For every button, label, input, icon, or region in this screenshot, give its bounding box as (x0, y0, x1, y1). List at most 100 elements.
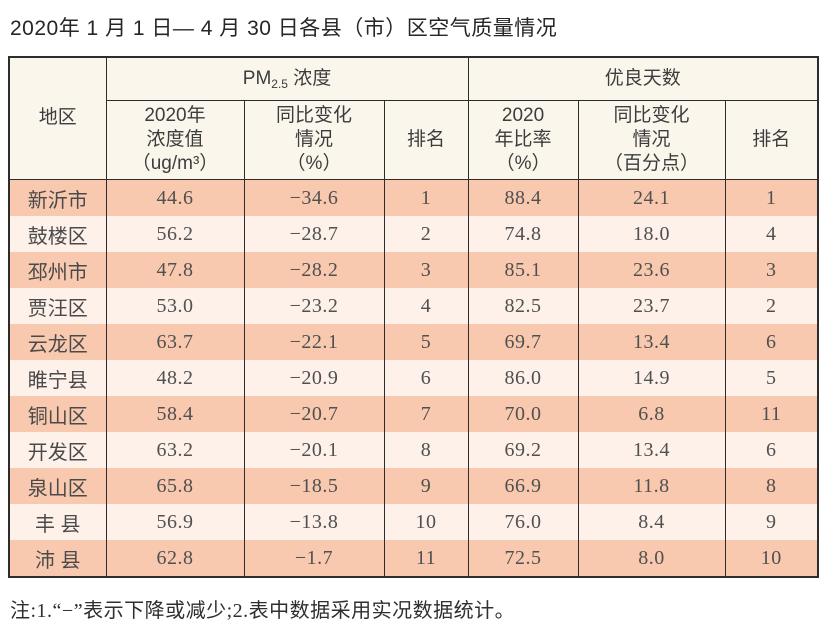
good-rank-cell: 10 (724, 540, 819, 577)
region-cell: 鼓楼区 (8, 216, 107, 252)
good-change-cell: 8.0 (577, 540, 726, 577)
good-rate-cell: 72.5 (467, 540, 579, 577)
pm-change-cell: −20.7 (243, 396, 385, 432)
good-rank-cell: 3 (724, 252, 819, 288)
table-row: 泉山区 65.8 −18.5 9 66.9 11.8 8 (8, 468, 819, 504)
good-rate-cell: 86.0 (467, 360, 579, 396)
good-change-column-header: 同比变化 情况 （百分点） (577, 100, 726, 180)
pm-value-cell: 62.8 (105, 540, 245, 577)
pm-rank-cell: 6 (383, 360, 469, 396)
pm-rank-cell: 2 (383, 216, 469, 252)
pm-value-cell: 58.4 (105, 396, 245, 432)
table-row: 开发区 63.2 −20.1 8 69.2 13.4 6 (8, 432, 819, 468)
good-change-cell: 13.4 (577, 432, 726, 468)
pm-change-cell: −22.1 (243, 324, 385, 360)
region-cell: 沛 县 (8, 540, 107, 577)
pm-value-cell: 53.0 (105, 288, 245, 324)
pm-rank-cell: 9 (383, 468, 469, 504)
good-rate-cell: 74.8 (467, 216, 579, 252)
pm-rank-cell: 10 (383, 504, 469, 540)
good-rate-cell: 88.4 (467, 179, 579, 216)
pm-rank-cell: 5 (383, 324, 469, 360)
good-rank-cell: 9 (724, 504, 819, 540)
good-rank-cell: 6 (724, 432, 819, 468)
region-cell: 新沂市 (8, 179, 107, 216)
table-header: 地区 PM2.5 浓度 优良天数 2020年 浓度值 （ug/m³） 同比变化 … (8, 56, 819, 180)
pm-rank-cell: 3 (383, 252, 469, 288)
pm-rank-cell: 8 (383, 432, 469, 468)
pm-change-column-header: 同比变化 情况 （%） (243, 100, 385, 180)
table-row: 丰 县 56.9 −13.8 10 76.0 8.4 9 (8, 504, 819, 540)
table-row: 睢宁县 48.2 −20.9 6 86.0 14.9 5 (8, 360, 819, 396)
good-rank-cell: 11 (724, 396, 819, 432)
page-title: 2020年 1 月 1 日— 4 月 30 日各县（市）区空气质量情况 (10, 17, 558, 40)
good-change-cell: 6.8 (577, 396, 726, 432)
pm-value-cell: 44.6 (105, 179, 245, 216)
region-cell: 睢宁县 (8, 360, 107, 396)
pm-change-cell: −18.5 (243, 468, 385, 504)
good-rank-cell: 8 (724, 468, 819, 504)
good-rank-column-header: 排名 (724, 100, 819, 180)
pm25-label-suffix: 浓度 (287, 67, 332, 89)
table-row: 沛 县 62.8 −1.7 11 72.5 8.0 10 (8, 540, 819, 577)
good-rank-cell: 6 (724, 324, 819, 360)
footnote: 注:1.“−”表示下降或减少;2.表中数据采用实况数据统计。 (10, 600, 516, 620)
group-header-row: 地区 PM2.5 浓度 优良天数 (8, 56, 819, 180)
pm-value-cell: 63.2 (105, 432, 245, 468)
pm-rank-cell: 1 (383, 179, 469, 216)
good-rate-column-header: 2020 年比率 （%） (467, 100, 579, 180)
good-rank-cell: 1 (724, 179, 819, 216)
pm-change-cell: −34.6 (243, 179, 385, 216)
good-rate-cell: 66.9 (467, 468, 579, 504)
good-rate-cell: 69.7 (467, 324, 579, 360)
good-rate-cell: 69.2 (467, 432, 579, 468)
pm-value-cell: 65.8 (105, 468, 245, 504)
air-quality-table: 地区 PM2.5 浓度 优良天数 2020年 浓度值 （ug/m³） 同比变化 … (8, 56, 820, 578)
pm25-group-header: PM2.5 浓度 (105, 56, 469, 101)
pm-rank-column-header: 排名 (383, 100, 469, 180)
good-rate-cell: 85.1 (467, 252, 579, 288)
good-rank-cell: 2 (724, 288, 819, 324)
good-rate-cell: 82.5 (467, 288, 579, 324)
region-cell: 云龙区 (8, 324, 107, 360)
pm-rank-cell: 11 (383, 540, 469, 577)
pm-change-cell: −23.2 (243, 288, 385, 324)
pm-change-cell: −20.1 (243, 432, 385, 468)
pm25-subscript: 2.5 (271, 76, 288, 91)
pm-value-cell: 47.8 (105, 252, 245, 288)
table-row: 邳州市 47.8 −28.2 3 85.1 23.6 3 (8, 252, 819, 288)
good-change-cell: 8.4 (577, 504, 726, 540)
pm-value-cell: 56.9 (105, 504, 245, 540)
good-rank-cell: 4 (724, 216, 819, 252)
good-rate-cell: 76.0 (467, 504, 579, 540)
region-cell: 开发区 (8, 432, 107, 468)
good-change-cell: 23.6 (577, 252, 726, 288)
pm-change-cell: −1.7 (243, 540, 385, 577)
good-change-cell: 23.7 (577, 288, 726, 324)
good-rate-cell: 70.0 (467, 396, 579, 432)
pm-change-cell: −20.9 (243, 360, 385, 396)
table-body: 新沂市 44.6 −34.6 1 88.4 24.1 1 鼓楼区 56.2 −2… (8, 179, 819, 577)
good-change-cell: 13.4 (577, 324, 726, 360)
pm-change-cell: −13.8 (243, 504, 385, 540)
table-row: 铜山区 58.4 −20.7 7 70.0 6.8 11 (8, 396, 819, 432)
pm-value-cell: 56.2 (105, 216, 245, 252)
good-change-cell: 11.8 (577, 468, 726, 504)
pm-rank-cell: 7 (383, 396, 469, 432)
pm25-label-prefix: PM (242, 67, 272, 89)
good-change-cell: 18.0 (577, 216, 726, 252)
pm-value-column-header: 2020年 浓度值 （ug/m³） (105, 100, 245, 180)
pm-change-cell: −28.2 (243, 252, 385, 288)
pm-value-cell: 48.2 (105, 360, 245, 396)
pm-rank-cell: 4 (383, 288, 469, 324)
region-cell: 丰 县 (8, 504, 107, 540)
region-cell: 泉山区 (8, 468, 107, 504)
table-row: 鼓楼区 56.2 −28.7 2 74.8 18.0 4 (8, 216, 819, 252)
region-cell: 邳州市 (8, 252, 107, 288)
good-change-cell: 14.9 (577, 360, 726, 396)
pm-change-cell: −28.7 (243, 216, 385, 252)
region-cell: 贾汪区 (8, 288, 107, 324)
pm-value-cell: 63.7 (105, 324, 245, 360)
table-row: 云龙区 63.7 −22.1 5 69.7 13.4 6 (8, 324, 819, 360)
